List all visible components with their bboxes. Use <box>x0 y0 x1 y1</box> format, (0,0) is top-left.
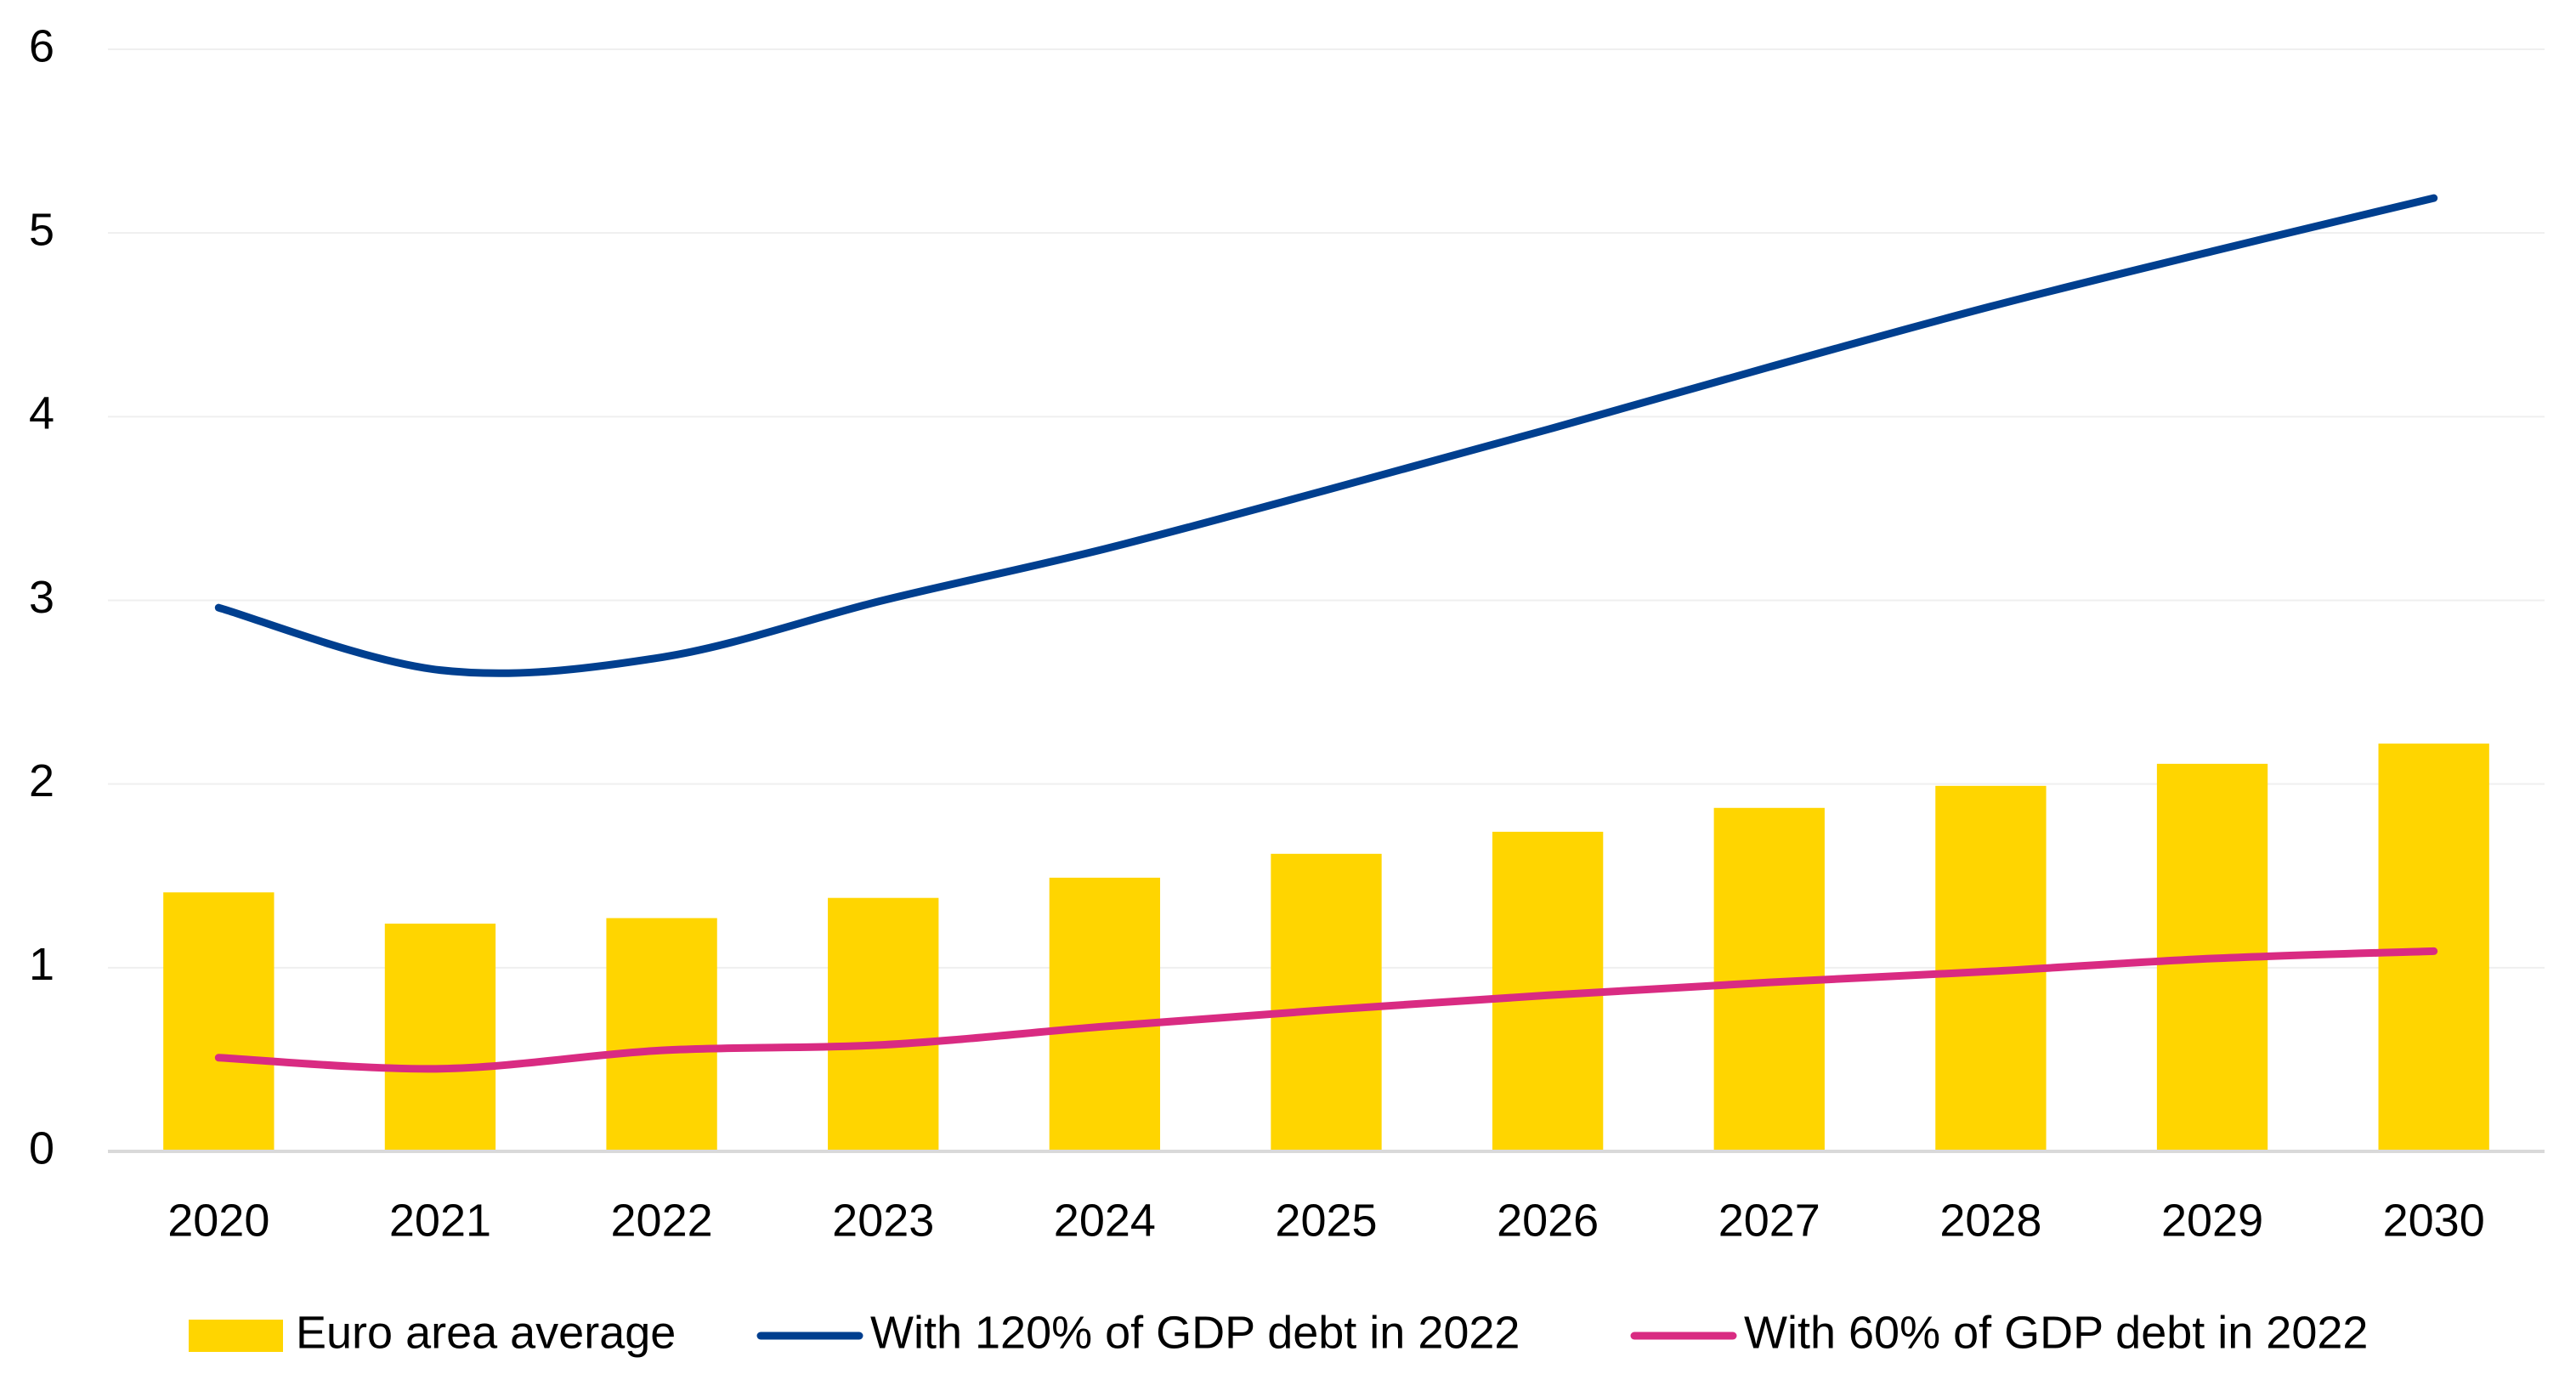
y-tick-label: 2 <box>29 755 54 806</box>
legend-label: With 120% of GDP debt in 2022 <box>870 1307 1520 1358</box>
x-tick-label: 2028 <box>1939 1195 2041 1246</box>
bar <box>1271 853 1382 1151</box>
y-tick-label: 6 <box>29 20 54 71</box>
y-tick-label: 4 <box>29 388 54 439</box>
x-tick-label: 2027 <box>1718 1195 1820 1246</box>
x-tick-label: 2024 <box>1054 1195 1156 1246</box>
bar <box>606 918 717 1151</box>
legend-swatch <box>189 1320 283 1352</box>
line <box>214 947 2438 1073</box>
x-tick-label: 2026 <box>1497 1195 1599 1246</box>
legend-label: With 60% of GDP debt in 2022 <box>1744 1307 2368 1358</box>
x-tick-label: 2022 <box>611 1195 713 1246</box>
x-tick-label: 2030 <box>2383 1195 2485 1246</box>
y-tick-label: 5 <box>29 204 54 255</box>
bar <box>1049 877 1161 1151</box>
x-tick-label: 2029 <box>2161 1195 2263 1246</box>
x-tick-label: 2023 <box>832 1195 934 1246</box>
bar <box>384 923 496 1151</box>
x-tick-label: 2021 <box>389 1195 491 1246</box>
legend-label: Euro area average <box>296 1307 676 1358</box>
y-tick-label: 3 <box>29 572 54 623</box>
y-tick-label: 0 <box>29 1122 54 1173</box>
x-tick-label: 2020 <box>167 1195 269 1246</box>
line <box>214 194 2438 677</box>
bar <box>163 892 275 1151</box>
x-tick-label: 2025 <box>1275 1195 1377 1246</box>
bar <box>828 897 939 1151</box>
y-tick-label: 1 <box>29 939 54 990</box>
